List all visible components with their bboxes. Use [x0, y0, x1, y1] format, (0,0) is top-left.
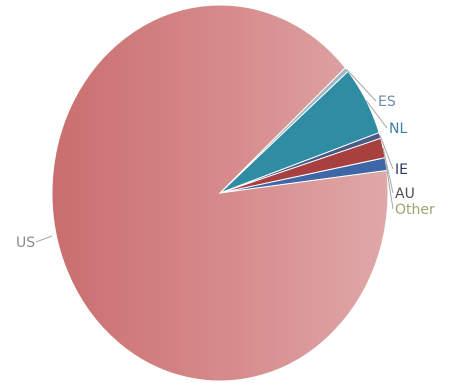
label-ie: IE: [395, 162, 408, 178]
connector-other: [385, 163, 394, 210]
connector-au: [382, 147, 394, 194]
label-us: US: [16, 235, 35, 251]
slice-us[interactable]: [51, 4, 389, 382]
pie-slices: [51, 4, 389, 382]
label-es: ES: [378, 94, 396, 110]
label-au: AU: [395, 186, 415, 202]
connector-es: [346, 69, 377, 102]
label-nl: NL: [389, 121, 407, 137]
label-connectors: [35, 69, 394, 243]
connector-nl: [365, 99, 388, 129]
connector-ie: [379, 135, 394, 170]
label-other: Other: [395, 202, 435, 218]
connector-us: [35, 235, 53, 243]
